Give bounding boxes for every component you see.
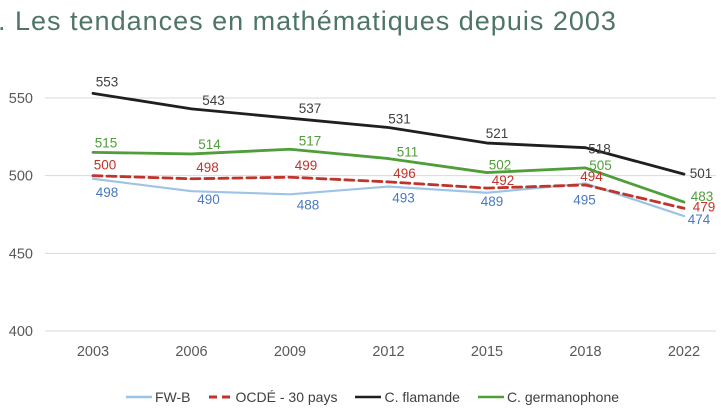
- data-label-OCDÉ - 30 pays: 496: [393, 166, 416, 181]
- legend-item-germanophone: C. germanophone: [477, 389, 620, 405]
- legend-line-sample-flamande: [355, 395, 382, 399]
- x-tick-label: 2022: [668, 344, 700, 360]
- x-tick-label: 2006: [175, 344, 207, 360]
- legend-line-sample-germanophone: [477, 395, 504, 399]
- y-tick-label: 500: [9, 169, 33, 185]
- y-tick-label: 400: [9, 324, 33, 340]
- data-label-C. flamande: 521: [486, 126, 509, 141]
- data-label-C. flamande: 553: [96, 74, 119, 89]
- data-label-C. germanophone: 515: [95, 135, 118, 150]
- x-tick-label: 2003: [77, 344, 109, 360]
- data-label-FW-B: 498: [96, 185, 119, 200]
- chart-title: . Les tendances en mathématiques depuis …: [0, 6, 617, 36]
- data-label-C. germanophone: 505: [589, 158, 612, 173]
- data-label-C. germanophone: 517: [299, 133, 322, 148]
- data-label-OCDÉ - 30 pays: 500: [94, 158, 117, 173]
- x-tick-label: 2012: [372, 344, 404, 360]
- data-label-FW-B: 489: [481, 194, 504, 209]
- data-label-OCDÉ - 30 pays: 498: [196, 160, 219, 175]
- data-label-OCDÉ - 30 pays: 492: [492, 173, 515, 188]
- series-line-FW-B: [91, 177, 686, 218]
- legend-label-germanophone: C. germanophone: [506, 389, 620, 405]
- legend-item-flamande: C. flamande: [355, 389, 460, 405]
- legend-label-flamande: C. flamande: [384, 389, 460, 405]
- data-label-C. flamande: 537: [299, 101, 322, 116]
- chart-legend: FW-B OCDÉ - 30 pays C. flamande C. germa…: [126, 388, 637, 406]
- x-tick-label: 2009: [274, 344, 306, 360]
- data-label-C. germanophone: 511: [397, 145, 419, 160]
- series-line-C. germanophone: [91, 147, 686, 204]
- series-line-C. flamande: [91, 91, 686, 176]
- data-label-FW-B: 474: [688, 212, 711, 227]
- legend-line-sample-ocde: [208, 395, 233, 399]
- data-label-C. flamande: 531: [388, 112, 411, 127]
- x-tick-label: 2018: [569, 344, 601, 360]
- y-tick-label: 450: [9, 246, 33, 262]
- data-label-OCDÉ - 30 pays: 494: [580, 169, 603, 184]
- data-label-OCDÉ - 30 pays: 479: [693, 199, 716, 214]
- data-label-OCDÉ - 30 pays: 499: [295, 158, 318, 173]
- data-label-C. flamande: 543: [202, 93, 225, 108]
- legend-label-fw-b: FW-B: [155, 389, 191, 405]
- data-label-FW-B: 488: [297, 197, 320, 212]
- data-label-FW-B: 490: [197, 192, 220, 207]
- series-line-OCDÉ - 30 pays: [91, 174, 686, 210]
- legend-label-ocde: OCDÉ - 30 pays: [235, 389, 338, 405]
- data-label-C. flamande: 501: [690, 166, 713, 181]
- data-label-C. germanophone: 514: [198, 137, 221, 152]
- legend-item-fw-b: FW-B: [126, 389, 191, 405]
- data-label-C. flamande: 518: [588, 142, 611, 157]
- legend-item-ocde: OCDÉ - 30 pays: [208, 389, 338, 405]
- data-label-FW-B: 493: [392, 191, 415, 206]
- legend-line-sample-fw-b: [126, 395, 152, 399]
- y-tick-label: 550: [9, 91, 33, 107]
- x-tick-label: 2015: [471, 344, 503, 360]
- data-label-FW-B: 495: [573, 192, 596, 207]
- data-label-C. germanophone: 502: [489, 158, 512, 173]
- data-label-C. germanophone: 483: [691, 189, 714, 204]
